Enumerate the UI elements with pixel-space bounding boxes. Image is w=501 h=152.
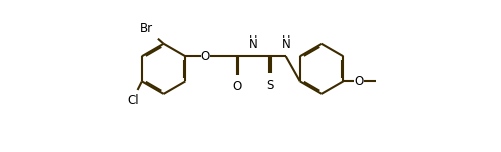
Text: N: N bbox=[282, 38, 290, 51]
Text: H: H bbox=[282, 35, 290, 45]
Text: Cl: Cl bbox=[127, 94, 139, 107]
Text: H: H bbox=[249, 35, 258, 45]
Text: N: N bbox=[249, 38, 258, 51]
Text: O: O bbox=[355, 75, 364, 88]
Text: S: S bbox=[266, 79, 273, 92]
Text: O: O bbox=[232, 80, 241, 93]
Text: Br: Br bbox=[140, 22, 153, 35]
Text: O: O bbox=[201, 50, 210, 63]
